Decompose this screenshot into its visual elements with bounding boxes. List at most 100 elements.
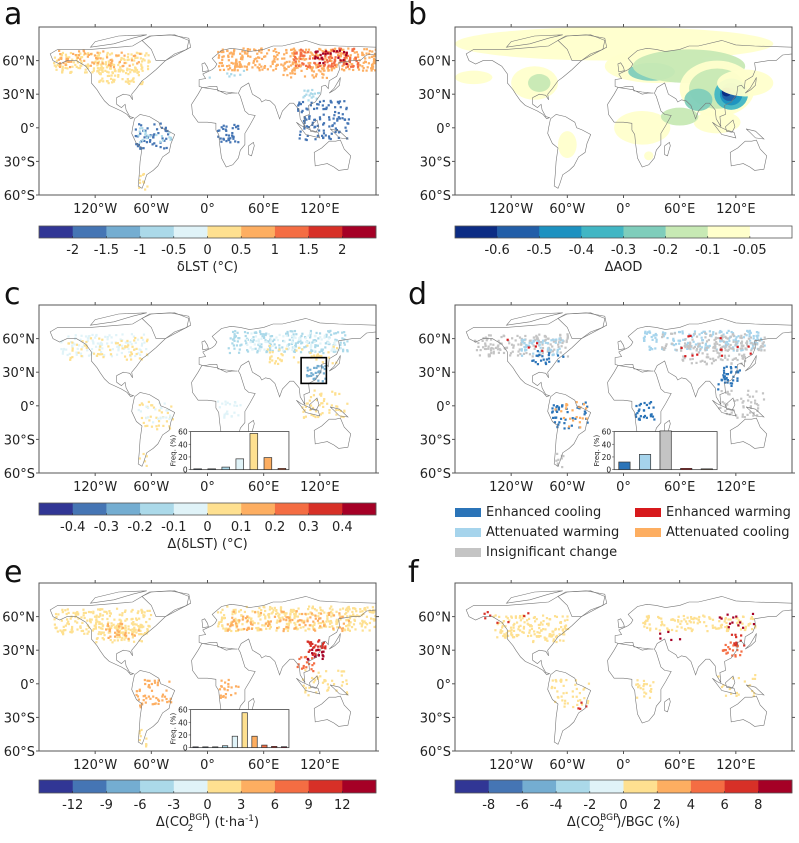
grid-cell xyxy=(532,352,535,355)
grid-cell xyxy=(82,49,85,52)
grid-cell xyxy=(533,633,536,636)
grid-cell xyxy=(339,608,342,611)
grid-cell xyxy=(299,57,302,61)
colorbar-tick-label: 0.3 xyxy=(298,520,319,535)
grid-cell xyxy=(520,342,523,345)
grid-cell xyxy=(347,619,351,622)
grid-cell xyxy=(309,351,312,355)
x-tick-label: 120°W xyxy=(489,202,533,217)
colorbar-tick-label: -4 xyxy=(550,798,563,813)
grid-cell xyxy=(244,617,247,620)
grid-cell xyxy=(714,345,717,348)
grid-cell xyxy=(741,626,745,629)
grid-cell xyxy=(163,695,167,698)
grid-cell xyxy=(725,345,728,348)
grid-cell xyxy=(235,626,238,629)
colorbar-tick-label: -0.1 xyxy=(695,243,720,258)
grid-cell xyxy=(734,654,737,657)
x-tick-label: 0° xyxy=(616,758,631,773)
grid-cell xyxy=(301,62,304,65)
grid-cell xyxy=(293,58,296,61)
grid-cell xyxy=(684,620,688,623)
grid-cell xyxy=(703,330,706,333)
grid-cell xyxy=(513,622,516,626)
grid-cell xyxy=(135,631,138,634)
grid-cell xyxy=(750,628,754,631)
grid-cell xyxy=(243,331,247,334)
grid-cell xyxy=(130,59,134,62)
grid-cell xyxy=(92,342,95,345)
grid-cell xyxy=(477,345,480,348)
grid-cell xyxy=(721,336,724,339)
grid-cell xyxy=(290,76,293,79)
grid-cell xyxy=(680,626,683,629)
grid-cell xyxy=(528,629,531,632)
colorbar-segment xyxy=(497,226,540,238)
grid-cell xyxy=(314,57,317,60)
grid-cell xyxy=(300,58,304,61)
grid-cell xyxy=(671,332,674,335)
grid-cell xyxy=(561,341,564,345)
grid-cell xyxy=(122,70,125,73)
grid-cell xyxy=(101,614,105,617)
grid-cell xyxy=(345,129,348,132)
grid-cell xyxy=(270,355,273,358)
grid-cell xyxy=(97,615,101,618)
grid-cell xyxy=(319,617,322,620)
grid-cell xyxy=(731,677,735,680)
grid-cell xyxy=(538,631,541,634)
colorbar-tick-label: 0.2 xyxy=(265,520,286,535)
grid-cell xyxy=(322,372,326,375)
grid-cell xyxy=(223,415,226,418)
grid-cell xyxy=(720,616,723,619)
colorbar-label-part: -1 xyxy=(245,814,254,824)
grid-cell xyxy=(169,416,172,420)
grid-cell xyxy=(300,334,303,338)
grid-cell xyxy=(264,55,267,58)
grid-cell xyxy=(292,345,295,349)
grid-cell xyxy=(566,355,570,358)
grid-cell xyxy=(269,620,272,623)
grid-cell xyxy=(153,142,156,145)
grid-cell xyxy=(140,402,143,405)
grid-cell xyxy=(332,347,336,350)
grid-cell xyxy=(129,71,132,74)
grid-cell xyxy=(675,348,678,352)
grid-cell xyxy=(168,425,171,428)
grid-cell xyxy=(746,413,749,416)
grid-cell xyxy=(318,404,321,407)
legend-label: Attenuated warming xyxy=(486,525,620,540)
grid-cell xyxy=(101,631,104,634)
grid-cell xyxy=(704,346,707,349)
grid-cell xyxy=(557,406,561,409)
grid-cell xyxy=(273,343,276,346)
grid-cell xyxy=(223,413,226,416)
grid-cell xyxy=(157,420,161,423)
grid-cell xyxy=(165,697,168,701)
grid-cell xyxy=(117,63,120,67)
grid-cell xyxy=(140,64,143,68)
grid-cell xyxy=(511,634,514,637)
grid-cell xyxy=(356,614,359,617)
grid-cell xyxy=(286,334,290,337)
grid-cell xyxy=(689,621,692,624)
grid-cell xyxy=(316,54,320,57)
grid-cell xyxy=(345,66,348,69)
grid-cell xyxy=(517,625,521,628)
grid-cell xyxy=(165,416,168,419)
coastline-africaEurasia xyxy=(607,40,792,168)
grid-cell xyxy=(67,342,70,345)
grid-cell xyxy=(254,331,257,334)
grid-cell xyxy=(138,403,141,407)
grid-cell xyxy=(299,130,302,133)
grid-cell xyxy=(319,621,322,625)
grid-cell xyxy=(261,624,264,627)
grid-cell xyxy=(106,338,109,341)
grid-cell xyxy=(266,624,270,627)
grid-cell xyxy=(124,629,127,632)
grid-cell xyxy=(349,621,352,624)
grid-cell xyxy=(291,52,294,55)
grid-cell xyxy=(57,613,60,616)
grid-cell xyxy=(695,617,698,620)
grid-cell xyxy=(717,336,720,340)
